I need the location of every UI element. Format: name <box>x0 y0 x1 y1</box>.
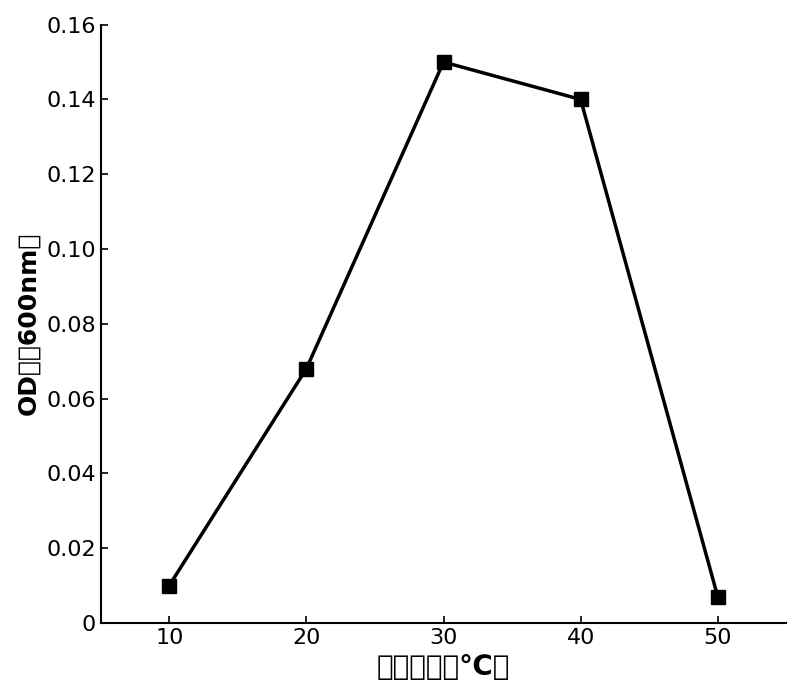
X-axis label: 培养温度（℃）: 培养温度（℃） <box>376 653 509 681</box>
Y-axis label: OD値（600nm）: OD値（600nm） <box>17 232 41 415</box>
